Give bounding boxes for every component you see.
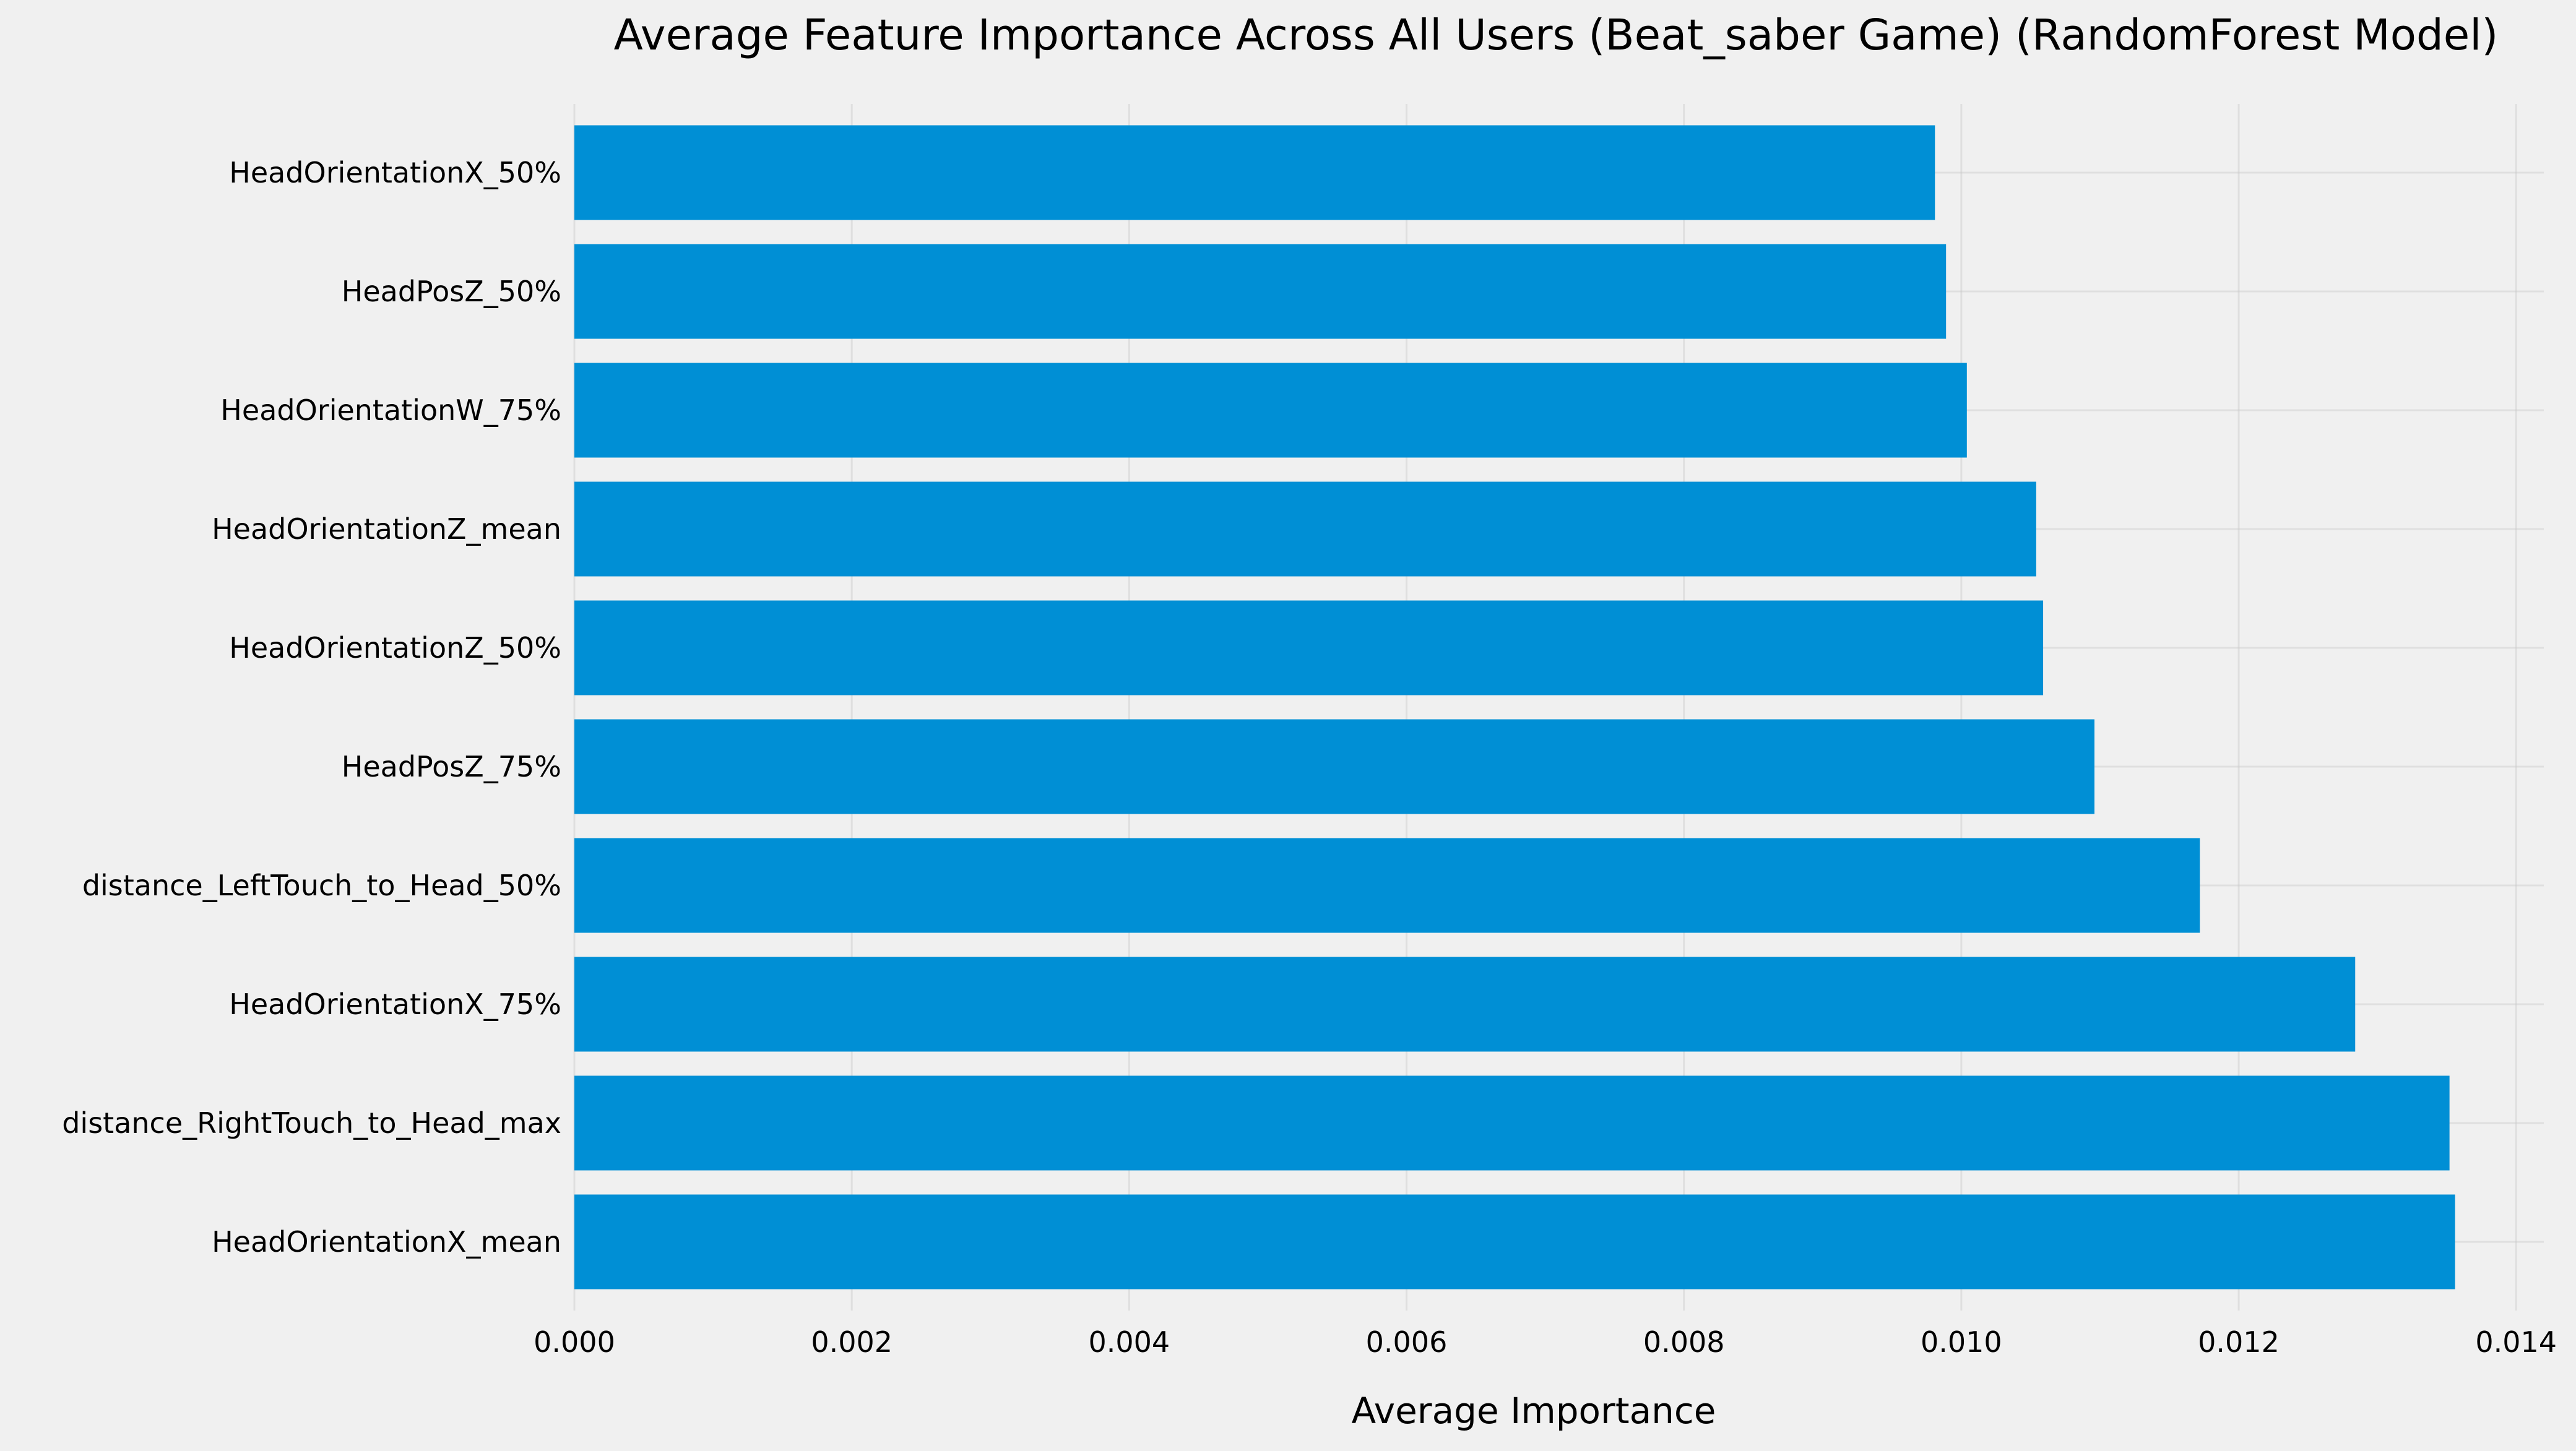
- x-tick-label: 0.008: [1643, 1325, 1725, 1359]
- y-tick-label: HeadPosZ_75%: [342, 750, 561, 783]
- y-tick-label: HeadOrientationX_50%: [229, 156, 561, 189]
- y-tick-label: distance_LeftTouch_to_Head_50%: [82, 869, 561, 902]
- x-tick-label: 0.006: [1366, 1325, 1448, 1359]
- y-tick-label: HeadPosZ_50%: [342, 275, 561, 308]
- x-tick-label: 0.004: [1088, 1325, 1170, 1359]
- y-tick-label: HeadOrientationX_75%: [229, 988, 561, 1021]
- y-tick-label: HeadOrientationZ_mean: [212, 512, 561, 546]
- x-tick-label: 0.010: [1921, 1325, 2002, 1359]
- x-tick-labels: 0.000 0.002 0.004 0.006 0.008 0.010 0.012 0.014: [534, 1325, 2557, 1359]
- y-tick-label: distance_RightTouch_to_Head_max: [62, 1106, 561, 1140]
- y-tick-labels: HeadOrientationX_mean distance_RightTouch…: [62, 156, 561, 1259]
- y-tick-label: HeadOrientationX_mean: [212, 1225, 561, 1259]
- bar: [574, 719, 2094, 814]
- bar: [574, 125, 1935, 220]
- bar: [574, 838, 2200, 933]
- x-tick-label: 0.002: [811, 1325, 893, 1359]
- bar: [574, 1075, 2450, 1171]
- bar: [574, 600, 2044, 695]
- y-tick-label: HeadOrientationZ_50%: [229, 631, 561, 665]
- bar: [574, 957, 2356, 1052]
- y-tick-label: HeadOrientationW_75%: [220, 394, 561, 427]
- x-tick-label: 0.000: [534, 1325, 615, 1359]
- x-tick-label: 0.014: [2475, 1325, 2557, 1359]
- x-axis-label: Average Importance: [1352, 1390, 1716, 1432]
- bar: [574, 363, 1967, 458]
- chart-title: Average Feature Importance Across All Us…: [614, 11, 2499, 60]
- bar: [574, 1194, 2455, 1290]
- bars-layer: [574, 125, 2455, 1290]
- x-tick-label: 0.012: [2198, 1325, 2280, 1359]
- bar: [574, 244, 1947, 339]
- bar: [574, 481, 2036, 577]
